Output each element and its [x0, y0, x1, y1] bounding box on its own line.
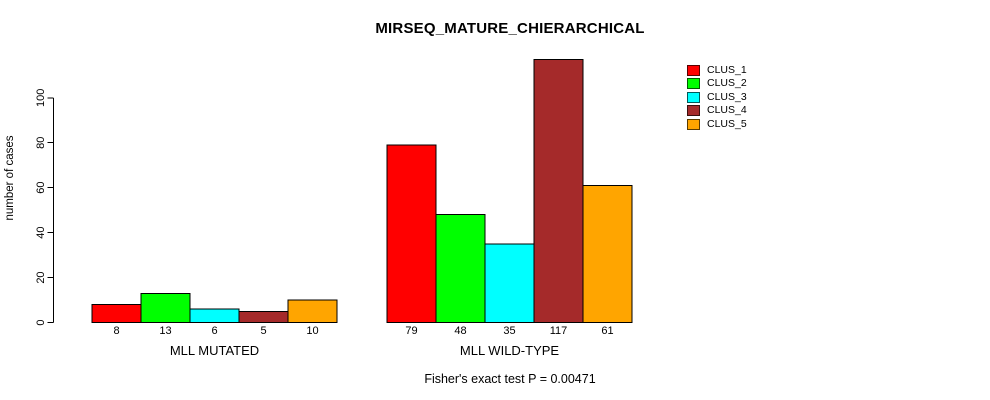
fisher-test-annotation: Fisher's exact test P = 0.00471 — [424, 372, 596, 386]
y-tick-label: 80 — [35, 137, 47, 149]
bar-value-label: 6 — [211, 325, 217, 337]
legend-label: CLUS_2 — [707, 77, 747, 90]
legend-row: CLUS_1 — [687, 65, 747, 76]
legend-label: CLUS_4 — [707, 104, 747, 117]
bar-value-label: 35 — [503, 325, 515, 337]
y-tick-label: 0 — [35, 319, 47, 325]
legend-swatch-clus_1 — [687, 65, 700, 76]
legend-row: CLUS_2 — [687, 77, 747, 90]
bar-value-label: 79 — [405, 325, 417, 337]
y-tick-label: 20 — [35, 271, 47, 283]
bar-clus_1 — [386, 144, 437, 323]
legend: CLUS_1 CLUS_2 CLUS_3 CLUS_4 CLUS_5 — [687, 65, 747, 132]
bar-clus_5 — [287, 299, 338, 323]
bar-clus_3 — [189, 308, 240, 324]
legend-swatch-clus_5 — [687, 118, 700, 130]
legend-swatch-clus_4 — [687, 105, 700, 117]
legend-swatch-clus_2 — [687, 78, 700, 90]
legend-label: CLUS_3 — [707, 90, 747, 103]
bar-value-label: 48 — [454, 325, 466, 337]
bar-clus_2 — [140, 292, 191, 324]
y-tick-label: 40 — [35, 226, 47, 238]
bar-value-label: 10 — [306, 325, 318, 337]
legend-row: CLUS_4 — [687, 104, 747, 117]
bar-value-label: 8 — [113, 325, 119, 337]
bar-clus_2 — [435, 214, 486, 323]
legend-label: CLUS_5 — [707, 117, 747, 130]
bar-value-label: 117 — [550, 325, 568, 337]
bar-value-label: 61 — [601, 325, 613, 337]
y-tick-label: 100 — [35, 89, 47, 107]
bar-value-label: 5 — [260, 325, 266, 337]
legend-row: CLUS_5 — [687, 117, 747, 130]
y-tick-label: 60 — [35, 182, 47, 194]
bar-clus_3 — [484, 243, 535, 323]
bar-value-label: 13 — [159, 325, 171, 337]
group-label: MLL MUTATED — [170, 343, 259, 358]
legend-label: CLUS_1 — [707, 64, 747, 76]
bar-clus_4 — [238, 310, 289, 324]
bar-clus_4 — [533, 59, 584, 323]
bar-clus_1 — [91, 304, 142, 323]
chart-title: MIRSEQ_MATURE_CHIERARCHICAL — [375, 20, 645, 37]
group-label: MLL WILD-TYPE — [460, 343, 560, 358]
bar-clus_5 — [582, 184, 633, 323]
legend-swatch-clus_3 — [687, 91, 700, 103]
legend-row: CLUS_3 — [687, 90, 747, 103]
